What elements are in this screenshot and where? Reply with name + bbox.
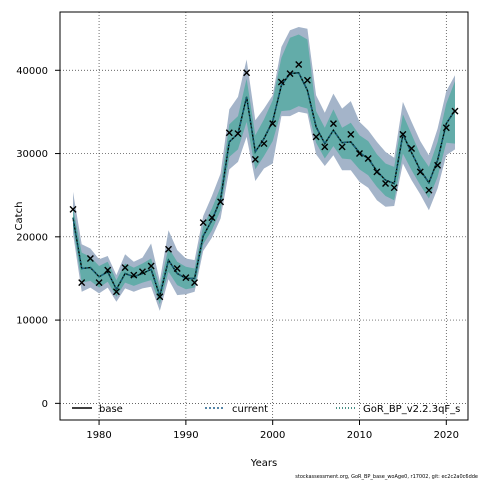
observed-point bbox=[382, 180, 390, 188]
observed-point bbox=[347, 130, 355, 138]
plot-frame bbox=[59, 11, 469, 421]
outer-confidence-band bbox=[73, 27, 455, 311]
observed-point bbox=[260, 140, 268, 148]
observed-point bbox=[390, 184, 398, 192]
x-tick-label: 1980 bbox=[86, 430, 111, 441]
observed-point bbox=[191, 279, 199, 287]
footnote: stockassessment.org, GoR_BP_base_woAge0,… bbox=[295, 474, 478, 480]
observed-point bbox=[121, 264, 129, 272]
observed-point bbox=[321, 143, 329, 151]
observed-point bbox=[95, 279, 103, 287]
y-tick-label: 40000 bbox=[16, 66, 48, 77]
observed-point bbox=[434, 161, 442, 169]
observed-point bbox=[408, 145, 416, 153]
y-tick-label: 0 bbox=[42, 399, 48, 410]
observed-point bbox=[338, 143, 346, 151]
observed-point bbox=[147, 262, 155, 270]
observed-point bbox=[269, 120, 277, 128]
x-tick-label: 1990 bbox=[173, 430, 198, 441]
observed-point bbox=[138, 268, 146, 276]
observed-point bbox=[130, 271, 138, 279]
observed-point bbox=[329, 120, 337, 128]
observed-point bbox=[234, 130, 242, 138]
observed-point bbox=[182, 274, 190, 282]
legend-label-current: current bbox=[232, 404, 268, 415]
observed-point bbox=[156, 293, 164, 301]
series-line-gor bbox=[72, 72, 456, 299]
observed-point bbox=[251, 155, 259, 163]
legend-label-base: base bbox=[99, 404, 123, 415]
observed-point bbox=[208, 214, 216, 222]
x-axis: 1980 1990 2000 2010 2020 bbox=[86, 420, 459, 441]
observed-point bbox=[442, 124, 450, 132]
observed-point bbox=[451, 107, 459, 115]
legend-label-gor: GoR_BP_v2.2.3qF_s bbox=[363, 404, 460, 415]
observed-point bbox=[303, 76, 311, 84]
plot-background bbox=[60, 12, 468, 420]
x-tick-label: 2020 bbox=[434, 430, 459, 441]
observed-point bbox=[286, 70, 294, 78]
legend: base current GoR_BP_v2.2.3qF_s bbox=[72, 404, 460, 415]
y-axis: 0 10000 20000 30000 40000 bbox=[16, 66, 60, 410]
y-tick-label: 10000 bbox=[16, 316, 48, 327]
observed-point bbox=[277, 78, 285, 86]
observed-point bbox=[69, 205, 77, 213]
observed-point bbox=[295, 60, 303, 68]
observed-point bbox=[373, 168, 381, 176]
x-axis-title: Years bbox=[250, 458, 277, 469]
x-tick-label: 2000 bbox=[260, 430, 285, 441]
observed-point bbox=[86, 254, 94, 262]
observed-point bbox=[173, 264, 181, 272]
y-tick-label: 20000 bbox=[16, 232, 48, 243]
observed-point bbox=[78, 279, 86, 287]
observed-point bbox=[312, 133, 320, 141]
observed-point bbox=[217, 198, 225, 206]
observed-points bbox=[69, 60, 459, 301]
observed-point bbox=[199, 219, 207, 227]
observed-point bbox=[399, 130, 407, 138]
observed-point bbox=[416, 168, 424, 176]
x-tick-label: 2010 bbox=[347, 430, 372, 441]
observed-point bbox=[165, 245, 173, 253]
observed-point bbox=[112, 288, 120, 296]
y-tick-label: 30000 bbox=[16, 149, 48, 160]
observed-point bbox=[364, 155, 372, 163]
observed-point bbox=[355, 150, 363, 158]
y-axis-title: Catch bbox=[14, 202, 25, 231]
observed-point bbox=[104, 266, 112, 274]
observed-point bbox=[425, 186, 433, 194]
observed-point bbox=[225, 129, 233, 137]
observed-point bbox=[243, 69, 251, 77]
